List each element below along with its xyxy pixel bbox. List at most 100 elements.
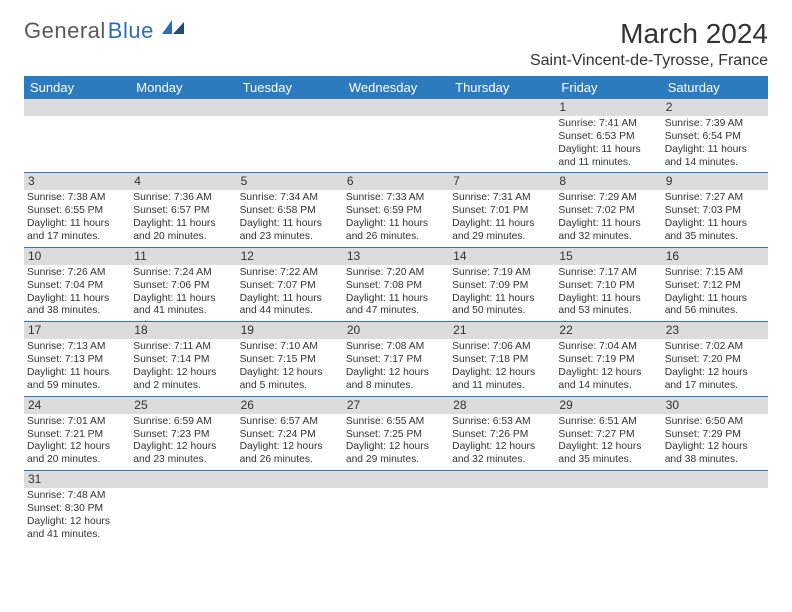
daylight-line: Daylight: 11 hours and 56 minutes. — [665, 293, 765, 319]
day-cell: 2Sunrise: 7:39 AMSunset: 6:54 PMDaylight… — [662, 99, 768, 172]
day-cell: 26Sunrise: 6:57 AMSunset: 7:24 PMDayligh… — [237, 397, 343, 470]
sunrise-line: Sunrise: 7:24 AM — [133, 267, 233, 280]
sunrise-line: Sunrise: 6:50 AM — [665, 416, 765, 429]
day-header: Thursday — [449, 76, 555, 99]
sunrise-line: Sunrise: 7:48 AM — [27, 490, 127, 503]
day-cell: 29 Sunrise: 6:51 AMSunset: 7:27 PMDayligh… — [555, 397, 661, 470]
day-number: 12 — [237, 248, 343, 265]
day-number — [449, 99, 555, 116]
day-number — [130, 99, 236, 116]
day-number — [343, 99, 449, 116]
day-number: 1 — [555, 99, 661, 116]
sunset-line: Sunset: 7:13 PM — [27, 354, 127, 367]
page-title: March 2024 — [530, 18, 768, 50]
day-cell: 24Sunrise: 7:01 AMSunset: 7:21 PMDayligh… — [24, 397, 130, 470]
day-number: 18 — [130, 322, 236, 339]
daylight-line: Daylight: 11 hours and 50 minutes. — [452, 293, 552, 319]
day-header-row: SundayMondayTuesdayWednesdayThursdayFrid… — [24, 76, 768, 99]
sunrise-line: Sunrise: 7:26 AM — [27, 267, 127, 280]
sunset-line: Sunset: 7:25 PM — [346, 429, 446, 442]
day-cell: 9Sunrise: 7:27 AMSunset: 7:03 PMDaylight… — [662, 173, 768, 246]
day-number: 6 — [343, 173, 449, 190]
daylight-line: Daylight: 12 hours and 2 minutes. — [133, 367, 233, 393]
week-row: 10Sunrise: 7:26 AMSunset: 7:04 PMDayligh… — [24, 248, 768, 322]
day-number: 9 — [662, 173, 768, 190]
day-cell — [130, 99, 236, 172]
sunrise-line: Sunrise: 7:19 AM — [452, 267, 552, 280]
day-cell: 13Sunrise: 7:20 AMSunset: 7:08 PMDayligh… — [343, 248, 449, 321]
sunrise-line: Sunrise: 7:02 AM — [665, 341, 765, 354]
sunrise-line: Sunrise: 7:31 AM — [452, 192, 552, 205]
day-cell — [237, 99, 343, 172]
sunrise-line: Sunrise: 6:55 AM — [346, 416, 446, 429]
sunset-line: Sunset: 7:19 PM — [558, 354, 658, 367]
day-number: 3 — [24, 173, 130, 190]
day-cell — [24, 99, 130, 172]
sunrise-line: Sunrise: 7:08 AM — [346, 341, 446, 354]
sunset-line: Sunset: 7:27 PM — [558, 429, 658, 442]
daylight-line: Daylight: 11 hours and 47 minutes. — [346, 293, 446, 319]
day-number: 14 — [449, 248, 555, 265]
day-cell: 17Sunrise: 7:13 AMSunset: 7:13 PMDayligh… — [24, 322, 130, 395]
day-cell — [343, 99, 449, 172]
day-header: Friday — [555, 76, 661, 99]
day-header: Saturday — [662, 76, 768, 99]
sunrise-line: Sunrise: 7:10 AM — [240, 341, 340, 354]
day-number: 27 — [343, 397, 449, 414]
daylight-line: Daylight: 11 hours and 59 minutes. — [27, 367, 127, 393]
day-cell: 16Sunrise: 7:15 AMSunset: 7:12 PMDayligh… — [662, 248, 768, 321]
sunrise-line: Sunrise: 7:11 AM — [133, 341, 233, 354]
sunset-line: Sunset: 7:12 PM — [665, 280, 765, 293]
sunrise-line: Sunrise: 7:20 AM — [346, 267, 446, 280]
sunset-line: Sunset: 7:17 PM — [346, 354, 446, 367]
sunrise-line: Sunrise: 7:27 AM — [665, 192, 765, 205]
day-number: 13 — [343, 248, 449, 265]
day-cell: 6Sunrise: 7:33 AMSunset: 6:59 PMDaylight… — [343, 173, 449, 246]
daylight-line: Daylight: 12 hours and 26 minutes. — [240, 441, 340, 467]
day-header: Sunday — [24, 76, 130, 99]
sunset-line: Sunset: 6:54 PM — [665, 131, 765, 144]
day-cell: 8Sunrise: 7:29 AMSunset: 7:02 PMDaylight… — [555, 173, 661, 246]
sunrise-line: Sunrise: 6:51 AM — [558, 416, 658, 429]
sunrise-line: Sunrise: 7:17 AM — [558, 267, 658, 280]
sunrise-line: Sunrise: 7:15 AM — [665, 267, 765, 280]
day-cell: 31Sunrise: 7:48 AMSunset: 8:30 PMDayligh… — [24, 471, 130, 544]
day-cell — [130, 471, 236, 544]
day-cell — [555, 471, 661, 544]
week-row: 24Sunrise: 7:01 AMSunset: 7:21 PMDayligh… — [24, 397, 768, 471]
day-cell: 18Sunrise: 7:11 AMSunset: 7:14 PMDayligh… — [130, 322, 236, 395]
sunset-line: Sunset: 6:53 PM — [558, 131, 658, 144]
daylight-line: Daylight: 12 hours and 11 minutes. — [452, 367, 552, 393]
sunset-line: Sunset: 7:26 PM — [452, 429, 552, 442]
day-header: Monday — [130, 76, 236, 99]
week-row: 17Sunrise: 7:13 AMSunset: 7:13 PMDayligh… — [24, 322, 768, 396]
day-number: 29 — [555, 397, 661, 414]
day-cell: 27Sunrise: 6:55 AMSunset: 7:25 PMDayligh… — [343, 397, 449, 470]
sunset-line: Sunset: 7:06 PM — [133, 280, 233, 293]
day-cell: 3Sunrise: 7:38 AMSunset: 6:55 PMDaylight… — [24, 173, 130, 246]
day-cell: 25Sunrise: 6:59 AMSunset: 7:23 PMDayligh… — [130, 397, 236, 470]
daylight-line: Daylight: 12 hours and 35 minutes. — [558, 441, 658, 467]
daylight-line: Daylight: 11 hours and 11 minutes. — [558, 144, 658, 170]
day-number: 21 — [449, 322, 555, 339]
daylight-line: Daylight: 11 hours and 32 minutes. — [558, 218, 658, 244]
day-number — [24, 99, 130, 116]
day-cell — [343, 471, 449, 544]
sunset-line: Sunset: 7:09 PM — [452, 280, 552, 293]
day-number — [555, 471, 661, 488]
day-cell: 22Sunrise: 7:04 AMSunset: 7:19 PMDayligh… — [555, 322, 661, 395]
daylight-line: Daylight: 11 hours and 26 minutes. — [346, 218, 446, 244]
daylight-line: Daylight: 12 hours and 8 minutes. — [346, 367, 446, 393]
daylight-line: Daylight: 12 hours and 20 minutes. — [27, 441, 127, 467]
daylight-line: Daylight: 12 hours and 23 minutes. — [133, 441, 233, 467]
day-header: Tuesday — [237, 76, 343, 99]
day-cell: 21Sunrise: 7:06 AMSunset: 7:18 PMDayligh… — [449, 322, 555, 395]
day-cell — [237, 471, 343, 544]
day-number: 10 — [24, 248, 130, 265]
day-number: 19 — [237, 322, 343, 339]
sunset-line: Sunset: 7:21 PM — [27, 429, 127, 442]
daylight-line: Daylight: 11 hours and 53 minutes. — [558, 293, 658, 319]
daylight-line: Daylight: 11 hours and 41 minutes. — [133, 293, 233, 319]
day-number: 31 — [24, 471, 130, 488]
day-cell: 11Sunrise: 7:24 AMSunset: 7:06 PMDayligh… — [130, 248, 236, 321]
